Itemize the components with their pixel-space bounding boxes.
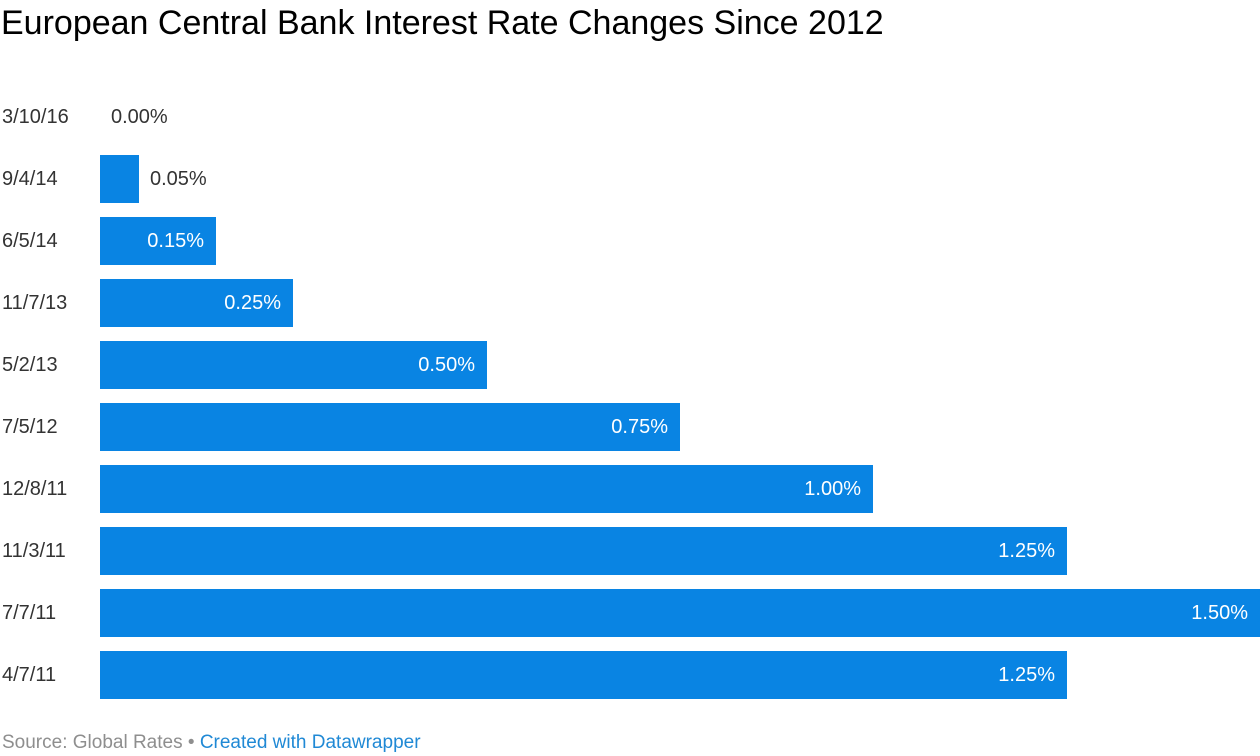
source-text: Source: Global Rates — [2, 732, 183, 753]
chart-footer: Source: Global Rates • Created with Data… — [2, 730, 421, 756]
category-label: 6/5/14 — [2, 230, 58, 252]
category-label: 11/7/13 — [2, 292, 68, 314]
chart-row: 5/2/13 0.50% — [0, 341, 1260, 389]
category-label: 5/2/13 — [2, 354, 58, 376]
value-label: 0.25% — [224, 292, 281, 314]
value-label: 0.05% — [150, 168, 207, 190]
chart-row: 7/7/11 1.50% — [0, 589, 1260, 637]
chart-row: 3/10/16 0.00% — [0, 93, 1260, 141]
value-label: 1.25% — [998, 540, 1055, 562]
bar: 0.75% — [100, 403, 680, 451]
chart-row: 11/7/13 0.25% — [0, 279, 1260, 327]
category-label: 11/3/11 — [2, 540, 66, 562]
bar — [100, 155, 139, 203]
bar: 1.25% — [100, 651, 1067, 699]
chart-row: 7/5/12 0.75% — [0, 403, 1260, 451]
value-label: 0.75% — [611, 416, 668, 438]
chart-row: 6/5/14 0.15% — [0, 217, 1260, 265]
bar: 1.00% — [100, 465, 873, 513]
bar: 0.25% — [100, 279, 293, 327]
chart-row: 9/4/14 0.05% — [0, 155, 1260, 203]
category-label: 3/10/16 — [2, 106, 69, 128]
value-label: 0.15% — [147, 230, 204, 252]
bar: 0.15% — [100, 217, 216, 265]
value-label: 1.00% — [804, 478, 861, 500]
value-label: 0.50% — [418, 354, 475, 376]
category-label: 9/4/14 — [2, 168, 58, 190]
category-label: 4/7/11 — [2, 664, 57, 686]
chart-row: 12/8/11 1.00% — [0, 465, 1260, 513]
attribution-link[interactable]: Created with Datawrapper — [199, 732, 421, 753]
category-label: 7/7/11 — [2, 602, 57, 624]
value-label: 1.25% — [998, 664, 1055, 686]
category-label: 7/5/12 — [2, 416, 58, 438]
chart-row: 11/3/11 1.25% — [0, 527, 1260, 575]
bar: 1.25% — [100, 527, 1067, 575]
chart-row: 4/7/11 1.25% — [0, 651, 1260, 699]
chart-title: European Central Bank Interest Rate Chan… — [1, 4, 884, 42]
value-label: 0.00% — [111, 106, 168, 128]
bar: 1.50% — [100, 589, 1260, 637]
footer-separator: • — [182, 732, 200, 753]
bar: 0.50% — [100, 341, 487, 389]
value-label: 1.50% — [1191, 602, 1248, 624]
category-label: 12/8/11 — [2, 478, 68, 500]
